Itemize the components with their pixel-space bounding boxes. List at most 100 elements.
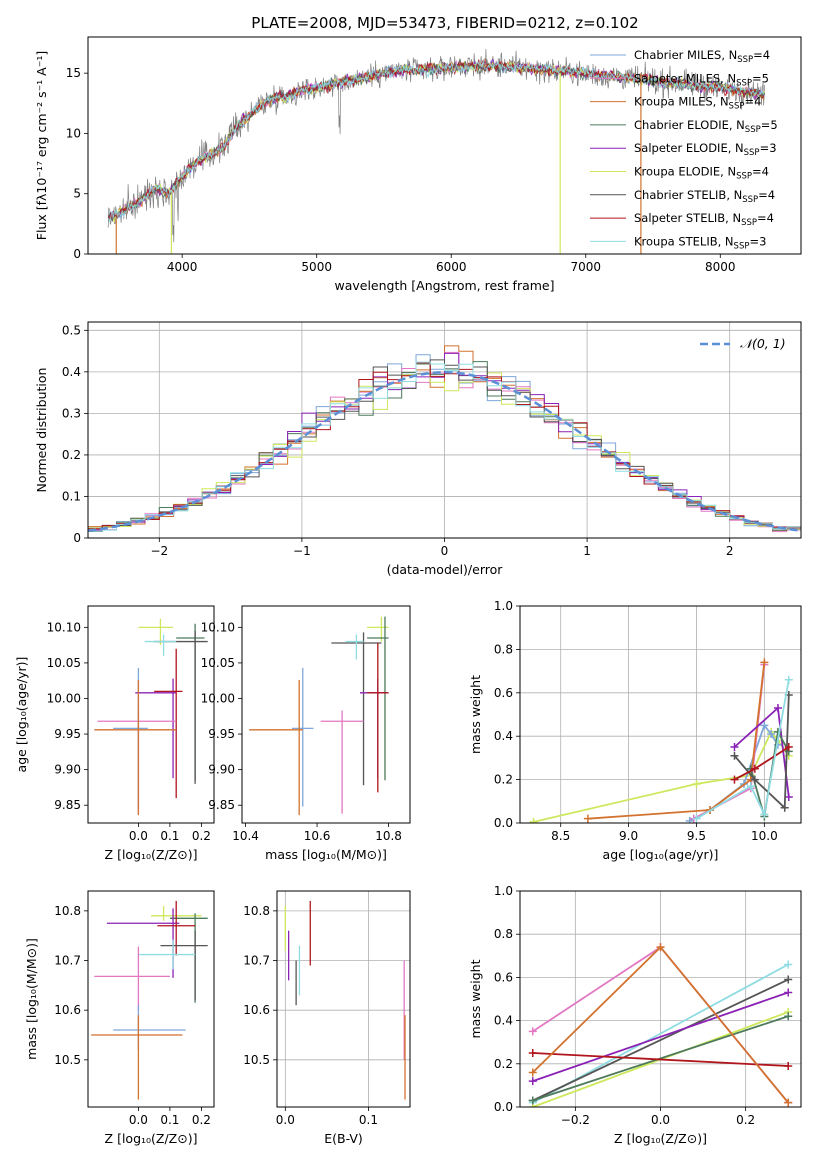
series-marker [760, 658, 769, 667]
y-tick-label: 10.10 [201, 620, 235, 634]
normal-curve [88, 371, 801, 532]
y-tick-label: 5 [73, 187, 81, 201]
y-axis-label: mass weight [468, 959, 483, 1038]
x-tick-label: 1 [583, 544, 591, 558]
panel-mass-vs-EBV: 0.0 0.1 10.5 10.6 10.7 10.8 E(B-V) [243, 890, 411, 1146]
x-tick-label: 0.2 [192, 829, 211, 843]
y-tick-label: 0.8 [494, 642, 513, 656]
series-marker [773, 703, 782, 712]
y-tick-label: 15 [66, 66, 81, 80]
y-axis-label: mass weight [468, 675, 483, 754]
series-line [587, 662, 766, 820]
figure-title: PLATE=2008, MJD=53473, FIBERID=0212, z=0… [251, 14, 638, 32]
plot-area [88, 345, 801, 533]
x-tick-label: 4000 [167, 260, 198, 274]
series-marker [784, 1012, 793, 1021]
x-tick-label: 10.6 [304, 829, 331, 843]
plot-area [528, 943, 793, 1107]
panel-mass-weight-vs-Z: −0.2 0.0 0.2 0.0 0.2 0.4 0.6 0.8 1.0 Z [log₁₀(Z/Z… [468, 884, 802, 1146]
y-tick-label: 10.8 [54, 904, 81, 918]
series-marker [730, 775, 739, 784]
series-marker [760, 721, 769, 730]
y-tick-label: 0.4 [494, 729, 513, 743]
axes-frame [519, 605, 802, 824]
series-marker [784, 975, 793, 984]
series-marker [784, 988, 793, 997]
plot-area [284, 900, 406, 1100]
legend-label: Salpeter STELIB, NSSP=4 [634, 211, 774, 228]
plot-area [107, 48, 766, 254]
series-marker [528, 1027, 537, 1036]
x-tick-label: 0.2 [192, 1113, 211, 1127]
y-tick-label: 10.7 [54, 954, 81, 968]
y-tick-label: 10.05 [47, 656, 81, 670]
series-marker [528, 1096, 537, 1105]
series-line [532, 991, 789, 1082]
legend-label: 𝒩(0, 1) [740, 336, 786, 351]
x-tick-label: 10.0 [751, 829, 778, 843]
x-tick-label: 0.0 [129, 829, 148, 843]
y-tick-label: 0.6 [494, 970, 513, 984]
y-tick-label: 10.5 [243, 1053, 270, 1067]
series-marker [746, 782, 755, 791]
x-axis-label: Z [log₁₀(Z/Z⊙)] [614, 1131, 707, 1146]
x-tick-label: 9.5 [687, 829, 706, 843]
x-tick-label: 9.0 [619, 829, 638, 843]
x-axis-label: E(B-V) [324, 1131, 363, 1146]
x-tick-label: −0.2 [561, 1113, 590, 1127]
series-marker [784, 792, 793, 801]
plot-area [91, 900, 208, 1100]
y-tick-label: 0.3 [62, 406, 81, 420]
y-axis-label: mass [log₁₀(M/M⊙)] [24, 938, 39, 1060]
y-tick-label: 10.8 [243, 904, 270, 918]
y-tick-label: 9.85 [208, 798, 235, 812]
axes-frame [519, 890, 802, 1108]
y-axis-label: Flux [fλ10⁻¹⁷ erg cm⁻² s⁻¹ A⁻¹] [34, 51, 49, 240]
plot-area [94, 618, 208, 816]
series-marker [730, 751, 739, 760]
x-axis-label: (data-model)/error [387, 562, 504, 577]
series-marker [784, 675, 793, 684]
y-tick-label: 10.10 [47, 620, 81, 634]
series-marker [784, 1098, 793, 1107]
panel-residuals: −2 −1 0 1 2 0 0.1 0.2 0.3 0.4 0.5 (data-model)/erro… [34, 321, 802, 577]
x-axis-label: Z [log₁₀(Z/Z⊙)] [105, 847, 198, 862]
y-tick-label: 10 [66, 126, 81, 140]
x-tick-label: −2 [150, 544, 168, 558]
plot-area [529, 658, 793, 823]
y-axis-label: age [log₁₀(age/yr)] [14, 657, 29, 773]
series-marker [692, 779, 701, 788]
x-tick-label: 8.5 [551, 829, 570, 843]
axes-frame [87, 605, 215, 824]
x-tick-label: 7000 [570, 260, 601, 274]
x-tick-label: 0.1 [359, 1113, 378, 1127]
y-tick-label: 9.85 [54, 798, 81, 812]
x-tick-label: −1 [293, 544, 311, 558]
axes-frame [241, 605, 411, 824]
y-tick-label: 0.0 [494, 816, 513, 830]
panel-age-vs-mass: 10.4 10.6 10.8 9.85 9.90 9.95 10.00 10.05 10.10 m… [201, 605, 411, 862]
series-marker [692, 814, 701, 823]
y-tick-label: 10.00 [201, 691, 235, 705]
y-tick-label: 10.6 [243, 1003, 270, 1017]
series-line [532, 1015, 789, 1102]
legend-label: Kroupa STELIB, NSSP=3 [634, 234, 766, 251]
y-tick-label: 0.0 [494, 1100, 513, 1114]
series-marker [656, 943, 665, 952]
panel-mass-weight-vs-age: 8.5 9.0 9.5 10.0 0.0 0.2 0.4 0.6 0.8 1.0 age [log₁… [468, 599, 802, 862]
x-tick-label: 0.0 [276, 1113, 295, 1127]
y-tick-label: 1.0 [494, 884, 513, 898]
series-line [532, 1052, 789, 1067]
series-marker [685, 816, 694, 823]
legend-label: Salpeter MILES, NSSP=5 [634, 71, 769, 88]
x-tick-label: 10.4 [232, 829, 259, 843]
y-tick-label: 0.4 [494, 1014, 513, 1028]
series-marker [784, 1061, 793, 1070]
legend-label: Salpeter ELODIE, NSSP=3 [634, 141, 777, 158]
legend-label: Chabrier MILES, NSSP=4 [634, 48, 770, 65]
y-tick-label: 10.7 [243, 954, 270, 968]
axes-frame [87, 36, 802, 255]
x-tick-label: 0 [441, 544, 449, 558]
x-axis-label: age [log₁₀(age/yr)] [603, 847, 719, 862]
